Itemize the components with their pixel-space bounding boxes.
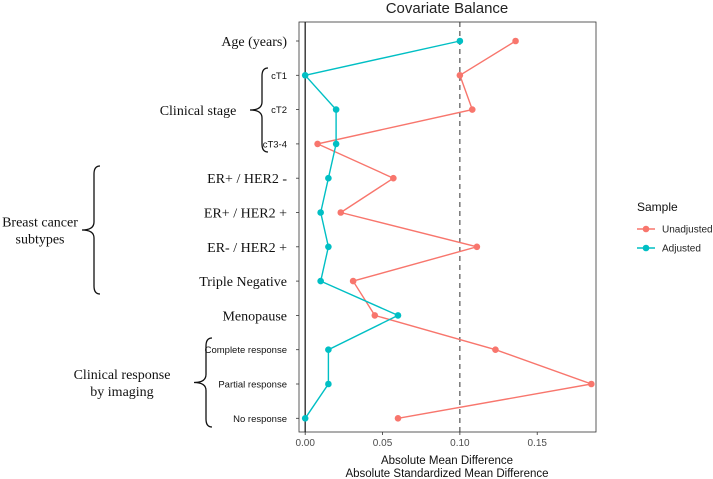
data-point-adjusted [325, 380, 332, 388]
group-brace [193, 337, 213, 428]
series-line-unadjusted [315, 40, 595, 419]
data-point-adjusted [325, 243, 332, 251]
data-point-adjusted [301, 72, 309, 79]
group-label: Clinical response [74, 368, 171, 383]
data-point-unadjusted [371, 312, 379, 319]
x-tick-label: 0.00 [295, 438, 315, 449]
covariate-label: ER+ / HER2 + [204, 207, 287, 222]
group-label: subtypes [16, 233, 65, 248]
covariate-label: Complete response [205, 345, 287, 356]
data-point-adjusted [317, 277, 324, 285]
data-point-adjusted [456, 37, 464, 45]
x-axis: 0.00 0.05 0.10 0.15 [295, 432, 547, 449]
legend-key-point-unadjusted [642, 225, 650, 233]
covariate-label: Triple Negative [199, 275, 287, 290]
x-axis-label-secondary: Absolute Standardized Mean Difference [345, 468, 548, 479]
x-axis-label: Absolute Mean Difference [381, 455, 513, 467]
data-point-adjusted [325, 174, 332, 182]
group-label: by imaging [90, 385, 153, 400]
covariate-labels: Age (years) cT1 cT2 cT3-4 ER+ / HER2 - ER+ / … [199, 35, 299, 425]
x-tick-label: 0.05 [373, 438, 393, 449]
data-point-unadjusted [337, 209, 345, 216]
data-point-unadjusted [349, 277, 357, 285]
group-label: Breast cancer [2, 216, 78, 231]
plot-panel [298, 21, 597, 433]
series-line-adjusted [303, 40, 461, 419]
covariate-label: cT2 [271, 105, 287, 116]
chart-title: Covariate Balance [386, 0, 509, 17]
legend: Sample Unadjusted Adjusted [637, 200, 713, 255]
data-point-unadjusted [588, 380, 595, 388]
legend-title: Sample [637, 200, 678, 214]
x-tick-label: 0.10 [450, 438, 470, 449]
legend-label-adjusted: Adjusted [662, 244, 701, 255]
data-point-unadjusted [468, 106, 476, 113]
covariate-label: cT3-4 [263, 139, 287, 150]
data-point-adjusted [332, 106, 340, 113]
data-point-unadjusted [473, 243, 481, 251]
covariate-groups: Clinical stage Breast cancer subtypes Clini… [2, 67, 269, 428]
data-point-unadjusted [512, 37, 519, 45]
covariate-label: cT1 [271, 71, 287, 82]
legend-label-unadjusted: Unadjusted [662, 225, 713, 236]
data-point-adjusted [317, 209, 324, 216]
covariate-label: Age (years) [221, 35, 287, 50]
group-brace [81, 165, 101, 295]
data-point-adjusted [301, 415, 309, 422]
data-point-unadjusted [394, 415, 402, 422]
series-layer [301, 37, 595, 422]
covariate-label: Menopause [222, 309, 287, 324]
data-point-adjusted [325, 346, 332, 354]
legend-key-point-adjusted [642, 244, 650, 252]
group-brace [249, 67, 269, 153]
reference-lines [304, 22, 461, 432]
group-label: Clinical stage [160, 104, 237, 119]
covariate-label: No response [233, 414, 287, 425]
data-point-adjusted [394, 312, 402, 319]
covariate-label: Partial response [218, 380, 287, 391]
x-tick-label: 0.15 [527, 438, 547, 449]
covariate-label: ER- / HER2 + [207, 241, 287, 256]
data-point-unadjusted [492, 346, 499, 354]
data-point-unadjusted [456, 72, 464, 79]
data-point-adjusted [332, 140, 340, 148]
covariate-label: ER+ / HER2 - [207, 172, 287, 187]
data-point-unadjusted [390, 174, 397, 182]
data-point-unadjusted [314, 140, 321, 148]
